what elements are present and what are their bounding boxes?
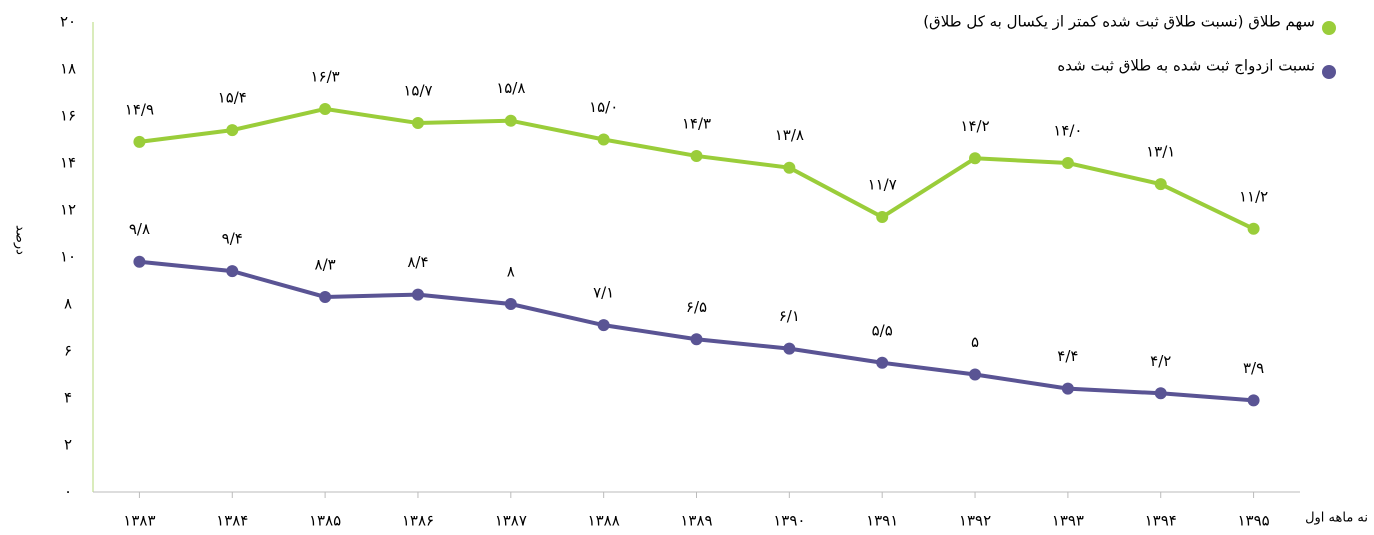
- data-point: [969, 368, 982, 381]
- data-point: [597, 133, 610, 146]
- data-label: ۱۱/۲: [1239, 187, 1268, 205]
- data-label: ۴/۴: [1057, 347, 1078, 365]
- y-tick-label: ۲: [64, 436, 72, 454]
- data-point: [226, 124, 239, 137]
- data-point: [690, 149, 703, 162]
- data-point: [1061, 382, 1074, 395]
- x-tick-label: ۱۳۹۰: [773, 512, 805, 530]
- data-label: ۸/۴: [407, 253, 428, 271]
- data-label: ۹/۴: [222, 230, 243, 248]
- data-point: [1154, 387, 1167, 400]
- data-label: ۶/۵: [686, 298, 707, 316]
- data-point: [319, 102, 332, 115]
- data-label: ۵/۵: [872, 321, 893, 339]
- data-point: [783, 161, 796, 174]
- y-tick-label: ۱۴: [60, 154, 76, 172]
- data-point: [1247, 222, 1260, 235]
- x-tick-label: ۱۳۹۲: [959, 512, 991, 530]
- data-label: ۱۴/۳: [682, 114, 711, 132]
- data-point: [783, 342, 796, 355]
- data-point: [876, 211, 889, 224]
- data-label: ۹/۸: [129, 220, 150, 238]
- y-tick-label: ۲۰: [60, 13, 76, 31]
- x-tick-label: ۱۳۸۵: [309, 512, 341, 530]
- data-label: ۸/۳: [315, 255, 336, 273]
- data-point: [411, 288, 424, 301]
- x-tick-label: ۱۳۸۷: [495, 512, 527, 530]
- x-tick-label: ۱۳۸۸: [588, 512, 620, 530]
- data-label: ۱۵/۷: [403, 82, 432, 100]
- data-point: [133, 135, 146, 148]
- y-tick-label: ۱۸: [60, 60, 76, 78]
- data-label: ۱۴/۹: [125, 100, 154, 118]
- data-label: ۱۳/۱: [1146, 143, 1175, 161]
- y-tick-label: ۱۰: [60, 248, 76, 266]
- data-label: ۵: [971, 333, 979, 351]
- data-point: [969, 152, 982, 165]
- data-point: [597, 319, 610, 332]
- y-tick-label: ۱۶: [60, 107, 76, 125]
- data-point: [1154, 178, 1167, 191]
- y-tick-label: ۶: [64, 342, 72, 360]
- series-line: [139, 259, 1254, 403]
- x-tick-label: ۱۳۹۱: [866, 512, 898, 530]
- y-tick-label: ۱۲: [60, 201, 76, 219]
- y-tick-label: ۰: [64, 483, 72, 501]
- data-label: ۱۱/۷: [868, 176, 897, 194]
- data-point: [133, 255, 146, 268]
- data-point: [876, 356, 889, 369]
- x-tick-label: ۱۳۸۳: [123, 512, 155, 530]
- x-tick-label: ۱۳۹۵: [1237, 512, 1269, 530]
- legend-label: سهم طلاق (نسبت طلاق ثبت شده کمتر از یکسا…: [923, 13, 1315, 31]
- data-label: ۳/۹: [1243, 359, 1264, 377]
- x-annotation: نه ماهه اول: [1305, 511, 1368, 526]
- data-point: [411, 117, 424, 130]
- data-label: ۴/۲: [1150, 352, 1171, 370]
- data-label: ۱۶/۳: [310, 67, 339, 85]
- legend-marker: [1322, 65, 1336, 79]
- data-label: ۸: [507, 263, 515, 281]
- data-point: [504, 298, 517, 310]
- legend-label: نسبت ازدواج ثبت شده به طلاق ثبت شده: [1057, 57, 1315, 76]
- x-tick-label: ۱۳۸۴: [216, 512, 248, 530]
- x-tick-label: ۱۳۸۹: [680, 512, 712, 530]
- data-label: ۷/۱: [593, 284, 614, 302]
- data-point: [226, 265, 239, 278]
- y-tick-label: ۸: [64, 295, 72, 313]
- x-tick-label: ۱۳۹۳: [1052, 512, 1084, 530]
- data-label: ۱۴/۰: [1053, 122, 1082, 140]
- data-point: [319, 290, 332, 303]
- data-label: ۱۴/۲: [960, 117, 989, 135]
- x-tick-label: ۱۳۸۶: [402, 512, 434, 530]
- data-label: ۱۵/۴: [218, 89, 247, 107]
- data-point: [690, 333, 703, 346]
- legend-marker: [1322, 21, 1336, 35]
- data-label: ۱۳/۸: [775, 126, 804, 144]
- data-label: ۱۵/۰: [589, 98, 618, 116]
- data-point: [504, 114, 517, 127]
- data-label: ۱۵/۸: [496, 79, 525, 97]
- x-tick-label: ۱۳۹۴: [1145, 512, 1177, 530]
- data-point: [1247, 394, 1260, 407]
- data-point: [1061, 157, 1074, 169]
- y-axis-label: درصد: [13, 225, 28, 255]
- data-label: ۶/۱: [779, 307, 800, 325]
- y-tick-label: ۴: [64, 389, 72, 407]
